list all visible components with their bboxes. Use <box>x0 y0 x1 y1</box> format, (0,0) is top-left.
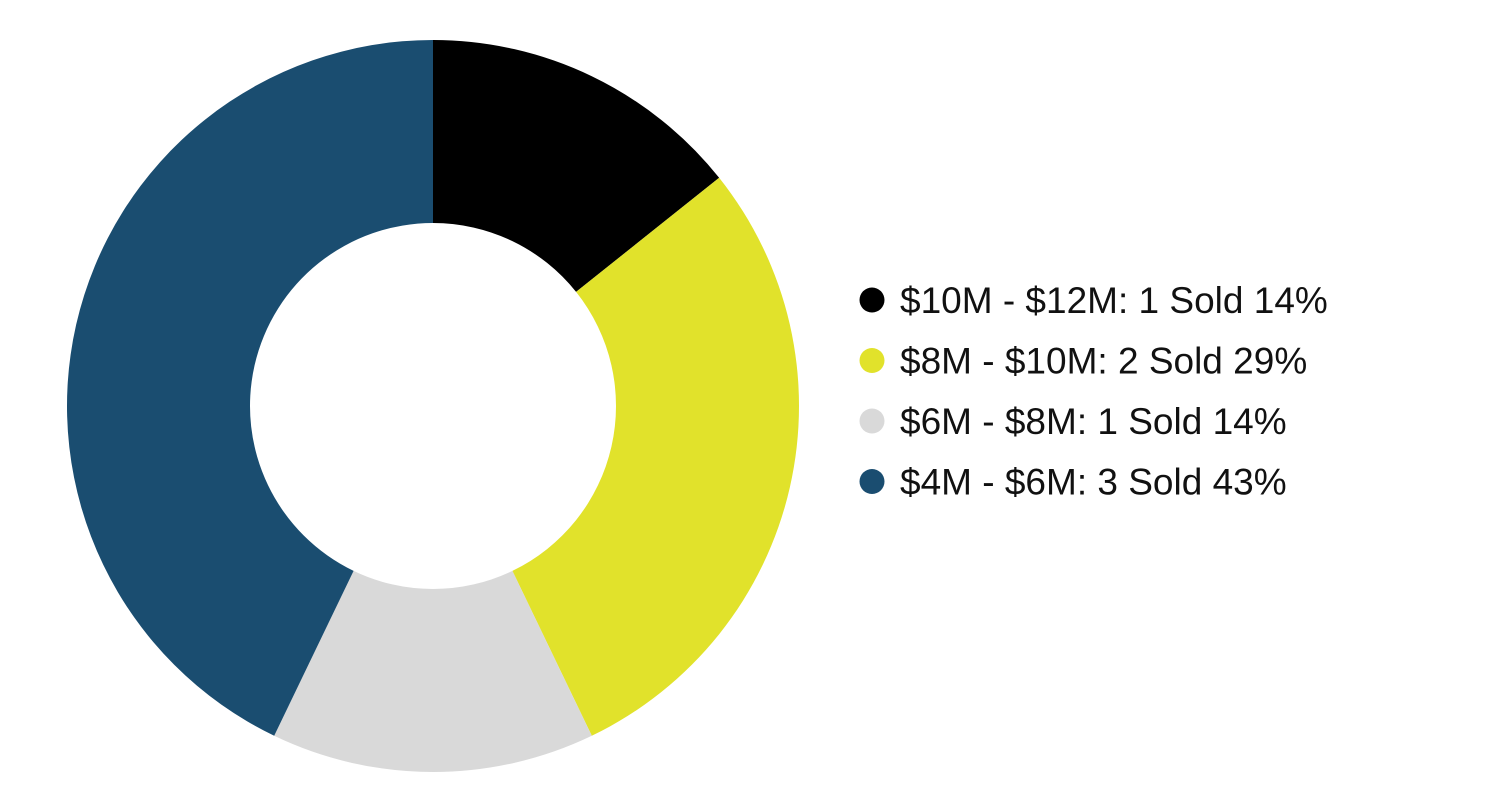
legend-label-1: $8M - $10M: 2 Sold 29% <box>900 341 1307 382</box>
legend-swatch-2 <box>859 408 885 434</box>
legend-swatch-1 <box>859 348 885 373</box>
chart-legend: $10M - $12M: 1 Sold 14% $8M - $10M: 2 Sol… <box>859 280 1328 503</box>
donut-slice-0 <box>433 40 720 292</box>
donut-slice-3 <box>67 40 433 736</box>
donut-slices <box>67 40 799 772</box>
legend-item-2: $6M - $8M: 1 Sold 14% <box>859 401 1287 442</box>
legend-label-3: $4M - $6M: 3 Sold 43% <box>900 462 1287 503</box>
legend-label-2: $6M - $8M: 1 Sold 14% <box>900 401 1287 442</box>
donut-slice-1 <box>512 177 799 736</box>
legend-item-1: $8M - $10M: 2 Sold 29% <box>859 341 1307 382</box>
legend-swatch-0 <box>859 287 885 313</box>
donut-slice-2 <box>274 570 592 772</box>
legend-item-3: $4M - $6M: 3 Sold 43% <box>859 462 1287 503</box>
legend-item-0: $10M - $12M: 1 Sold 14% <box>859 280 1328 321</box>
legend-swatch-3 <box>859 469 885 494</box>
legend-label-0: $10M - $12M: 1 Sold 14% <box>900 280 1328 321</box>
